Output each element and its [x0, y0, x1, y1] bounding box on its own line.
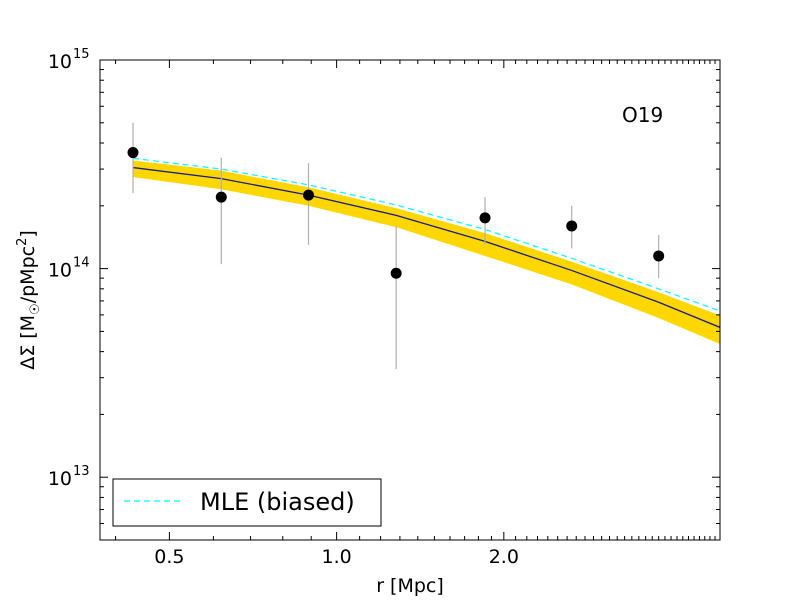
y-tick-label-base: 10	[48, 260, 72, 282]
y-tick-label: 10	[48, 260, 72, 282]
y-axis-label-mid: /pMpc	[17, 246, 39, 303]
legend-label-mle: MLE (biased)	[200, 488, 355, 516]
y-axis-label-sup: 2	[15, 238, 30, 246]
data-point	[566, 220, 578, 232]
x-tick-label: 1.0	[322, 546, 352, 568]
legend: MLE (biased)	[112, 478, 382, 527]
y-tick-label-exponent: 14	[73, 256, 90, 271]
mle-line	[132, 157, 720, 312]
legend-box	[112, 478, 382, 527]
plot-area	[127, 122, 749, 377]
data-point	[653, 250, 665, 262]
y-tick-label-exponent: 15	[73, 47, 90, 62]
y-tick-label-base: 10	[48, 51, 72, 73]
data-point	[303, 189, 315, 201]
x-axis-label: r [Mpc]	[376, 575, 444, 597]
y-tick-label: 10	[48, 468, 72, 490]
y-tick-label: 10	[48, 51, 72, 73]
data-point	[479, 212, 491, 224]
x-tick-label: 2.0	[489, 546, 519, 568]
y-axis-label-sub: ☉	[28, 303, 43, 315]
y-axis-label-prefix: ΔΣ [M	[17, 315, 39, 370]
axes-frame	[99, 59, 721, 541]
data-point	[215, 191, 227, 203]
annotation-label: O19	[622, 103, 663, 127]
confidence-band	[133, 160, 720, 344]
plot-content	[127, 122, 749, 377]
data-point	[738, 366, 749, 377]
y-tick-label-base: 10	[48, 468, 72, 490]
x-tick-label: 0.5	[154, 546, 184, 568]
y-axis-label: ΔΣ [M☉/pMpc2]	[15, 230, 43, 370]
y-tick-label-exponent: 13	[73, 464, 90, 479]
y-axis-label-suffix: ]	[17, 230, 39, 237]
data-point	[127, 147, 139, 159]
data-point	[390, 267, 402, 279]
